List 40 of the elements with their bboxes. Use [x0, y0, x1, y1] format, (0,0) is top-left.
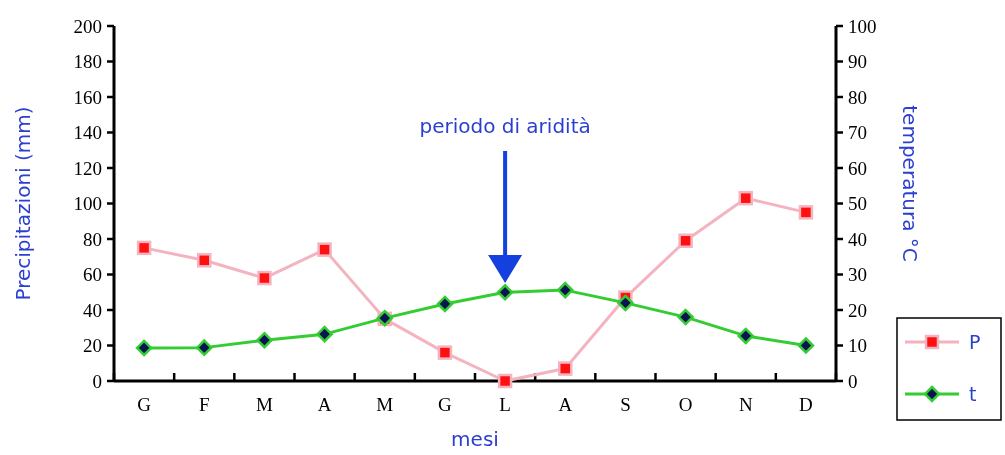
y2-tick-label: 0: [848, 370, 858, 392]
legend-label: P: [969, 330, 981, 353]
x-tick-label: O: [678, 394, 693, 415]
y-tick-label: 40: [83, 299, 102, 321]
y-tick-label: 60: [83, 264, 102, 286]
x-tick-label: A: [317, 394, 332, 415]
y-tick-label: 120: [73, 157, 102, 179]
y2-tick-label: 80: [848, 86, 867, 108]
legend-label: t: [969, 382, 977, 405]
annotation: periodo di aridità: [419, 114, 591, 138]
y2-tick-label: 60: [848, 157, 867, 179]
y2-tick-label: 10: [848, 335, 867, 357]
x-tick-label: N: [738, 394, 753, 415]
x-axis-title: mesi: [451, 427, 499, 451]
y-tick-label: 100: [73, 193, 102, 215]
y-tick-label: 20: [83, 335, 102, 357]
y2-tick-label: 100: [848, 15, 877, 37]
y-tick-label: 140: [73, 122, 102, 144]
y2-tick-label: 30: [848, 264, 867, 286]
x-tick-label: A: [558, 394, 573, 415]
x-tick-label: S: [620, 394, 631, 415]
x-tick-label: G: [137, 394, 152, 415]
x-tick-label: L: [499, 394, 511, 415]
y-tick-label: 160: [73, 86, 102, 108]
y2-tick-label: 40: [848, 228, 867, 250]
y2-tick-label: 90: [848, 51, 867, 73]
y2-tick-label: 70: [848, 122, 867, 144]
x-tick-label: M: [376, 394, 394, 415]
x-tick-label: D: [799, 394, 813, 415]
y-tick-label: 200: [73, 15, 102, 37]
y-tick-label: 0: [92, 370, 102, 392]
y-tick-label: 180: [73, 51, 102, 73]
x-tick-label: G: [438, 394, 453, 415]
y2-axis-title: temperatura °C: [898, 105, 922, 262]
y2-tick-label: 50: [848, 193, 867, 215]
x-tick-label: M: [255, 394, 273, 415]
y-axis-title: Precipitazioni (mm): [11, 106, 35, 301]
y2-tick-label: 20: [848, 299, 867, 321]
y-tick-label: 80: [83, 228, 102, 250]
x-tick-label: F: [198, 394, 210, 415]
